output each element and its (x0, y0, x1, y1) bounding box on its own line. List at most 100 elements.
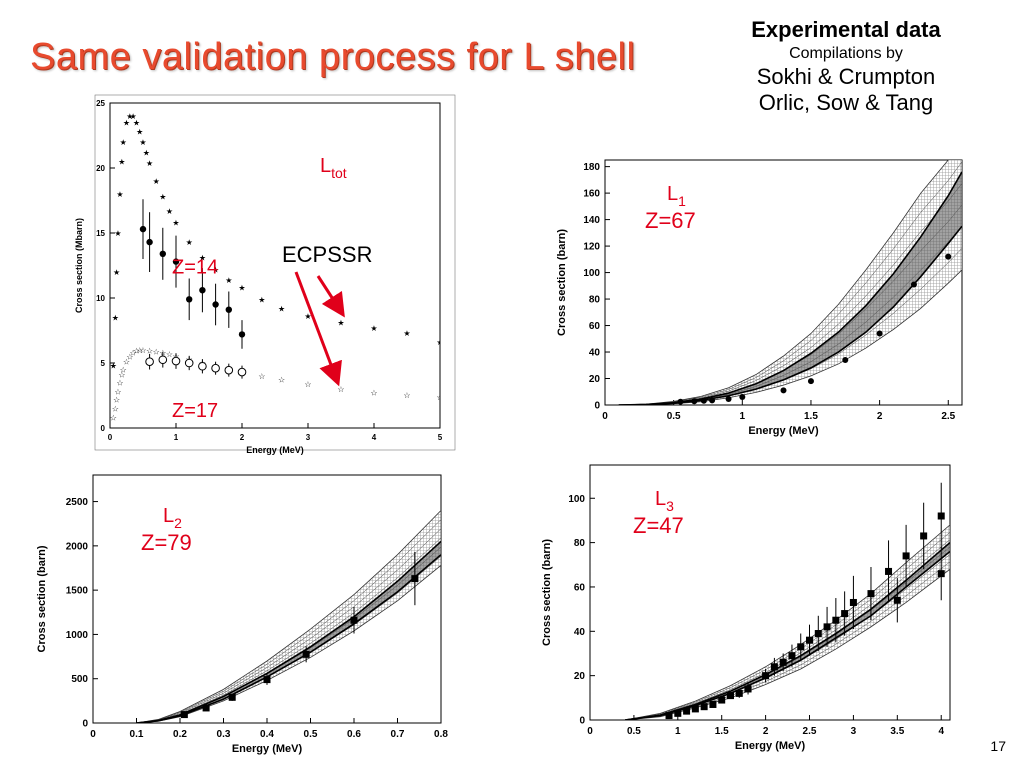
y-tick-label: 60 (574, 582, 586, 593)
model-curve (136, 540, 441, 723)
star-filled-point: ★ (136, 128, 143, 137)
experimental-source-2: Orlic, Sow & Tang (758, 90, 934, 115)
circle-open-point (237, 367, 247, 377)
x-axis-label: Energy (MeV) (246, 445, 304, 455)
x-tick-label: 4 (372, 433, 377, 442)
y-tick-label: 40 (574, 627, 586, 638)
band-line (136, 519, 441, 723)
circle-filled-point (159, 250, 166, 257)
star-filled-point: ★ (153, 177, 160, 186)
plot-frame (109, 102, 441, 429)
circle-filled-point (199, 287, 206, 294)
data-point (700, 397, 707, 404)
data-point (683, 707, 691, 715)
data-point (762, 672, 770, 680)
plot-area (625, 482, 950, 720)
data-point (263, 676, 271, 684)
star-open-point: ☆ (278, 375, 285, 384)
data-point (920, 532, 928, 540)
star-filled-point: ★ (403, 329, 410, 338)
star-filled-point: ★ (212, 265, 219, 274)
x-tick-label: 4 (938, 726, 944, 737)
circle-filled-point (225, 306, 232, 313)
star-filled-point: ★ (278, 304, 285, 313)
data-point (677, 398, 684, 405)
x-tick-label: 2.5 (803, 726, 817, 737)
y-tick-label: 0 (579, 716, 585, 727)
y-tick-label: 80 (589, 295, 601, 306)
star-open-point: ☆ (304, 380, 311, 389)
star-filled-point: ★ (238, 284, 245, 293)
x-tick-label: 5 (438, 433, 443, 442)
x-tick-label: 1 (174, 433, 179, 442)
star-filled-point: ★ (110, 362, 117, 371)
star-open-point: ☆ (337, 385, 344, 394)
y-tick-label: 10 (96, 294, 105, 303)
data-point (302, 650, 310, 658)
y-tick-label: 15 (96, 229, 105, 238)
annotation-ecpssr: ECPSSR (282, 242, 372, 267)
star-open-point: ☆ (110, 414, 117, 423)
circle-open-point (224, 365, 234, 375)
star-filled-point: ★ (120, 138, 127, 147)
data-point (770, 663, 778, 671)
x-axis-label: Energy (MeV) (735, 740, 806, 752)
star-filled-point: ★ (199, 254, 206, 263)
data-point (832, 616, 840, 624)
circle-open-point (211, 363, 220, 373)
circle-open-point (145, 357, 154, 367)
y-axis-label: Cross section (barn) (556, 229, 568, 336)
image-border (94, 94, 456, 451)
star-open-point: ☆ (114, 388, 121, 397)
x-tick-label: 0 (602, 411, 608, 422)
x-tick-label: 0.4 (260, 729, 274, 740)
star-filled-point: ★ (370, 324, 377, 333)
data-point (665, 712, 673, 720)
x-tick-label: 2 (877, 411, 883, 422)
page-number: 17 (990, 738, 1006, 754)
data-point (788, 652, 796, 660)
data-point (876, 330, 883, 337)
star-filled-point: ★ (133, 119, 140, 128)
x-tick-label: 1 (675, 726, 681, 737)
data-point (806, 636, 814, 644)
circle-open-point (171, 356, 181, 366)
data-point (842, 356, 849, 363)
y-tick-label: 120 (583, 242, 600, 253)
data-point (945, 253, 952, 260)
y-tick-label: 40 (589, 348, 601, 359)
panel-label-sub: 3 (666, 498, 674, 514)
star-filled-point: ★ (337, 319, 344, 328)
x-tick-label: 2 (240, 433, 245, 442)
star-filled-point: ★ (159, 193, 166, 202)
data-point (937, 570, 945, 578)
x-tick-label: 3.5 (890, 726, 904, 737)
x-tick-label: 3 (851, 726, 857, 737)
x-tick-label: 0.7 (391, 729, 405, 740)
data-point (691, 705, 699, 713)
y-tick-label: 80 (574, 538, 586, 549)
star-filled-point: ★ (258, 295, 265, 304)
plot-frame (604, 159, 963, 406)
data-point (726, 692, 734, 700)
star-filled-point: ★ (166, 207, 173, 216)
data-point (700, 703, 708, 711)
x-tick-label: 1 (740, 411, 746, 422)
y-tick-label: 20 (96, 164, 105, 173)
y-tick-label: 1500 (66, 586, 89, 597)
x-tick-label: 1.5 (804, 411, 818, 422)
y-tick-label: 100 (568, 494, 585, 505)
x-tick-label: 0.5 (304, 729, 318, 740)
star-filled-point: ★ (116, 190, 123, 199)
y-tick-label: 2500 (66, 497, 89, 508)
data-point (739, 394, 746, 401)
x-tick-label: 0 (108, 433, 113, 442)
star-open-point: ☆ (146, 347, 153, 356)
y-tick-label: 180 (583, 162, 600, 173)
panel-label-sub: 1 (678, 193, 686, 209)
star-open-point: ☆ (126, 353, 133, 362)
star-open-point: ☆ (153, 347, 160, 356)
data-point (910, 281, 917, 288)
